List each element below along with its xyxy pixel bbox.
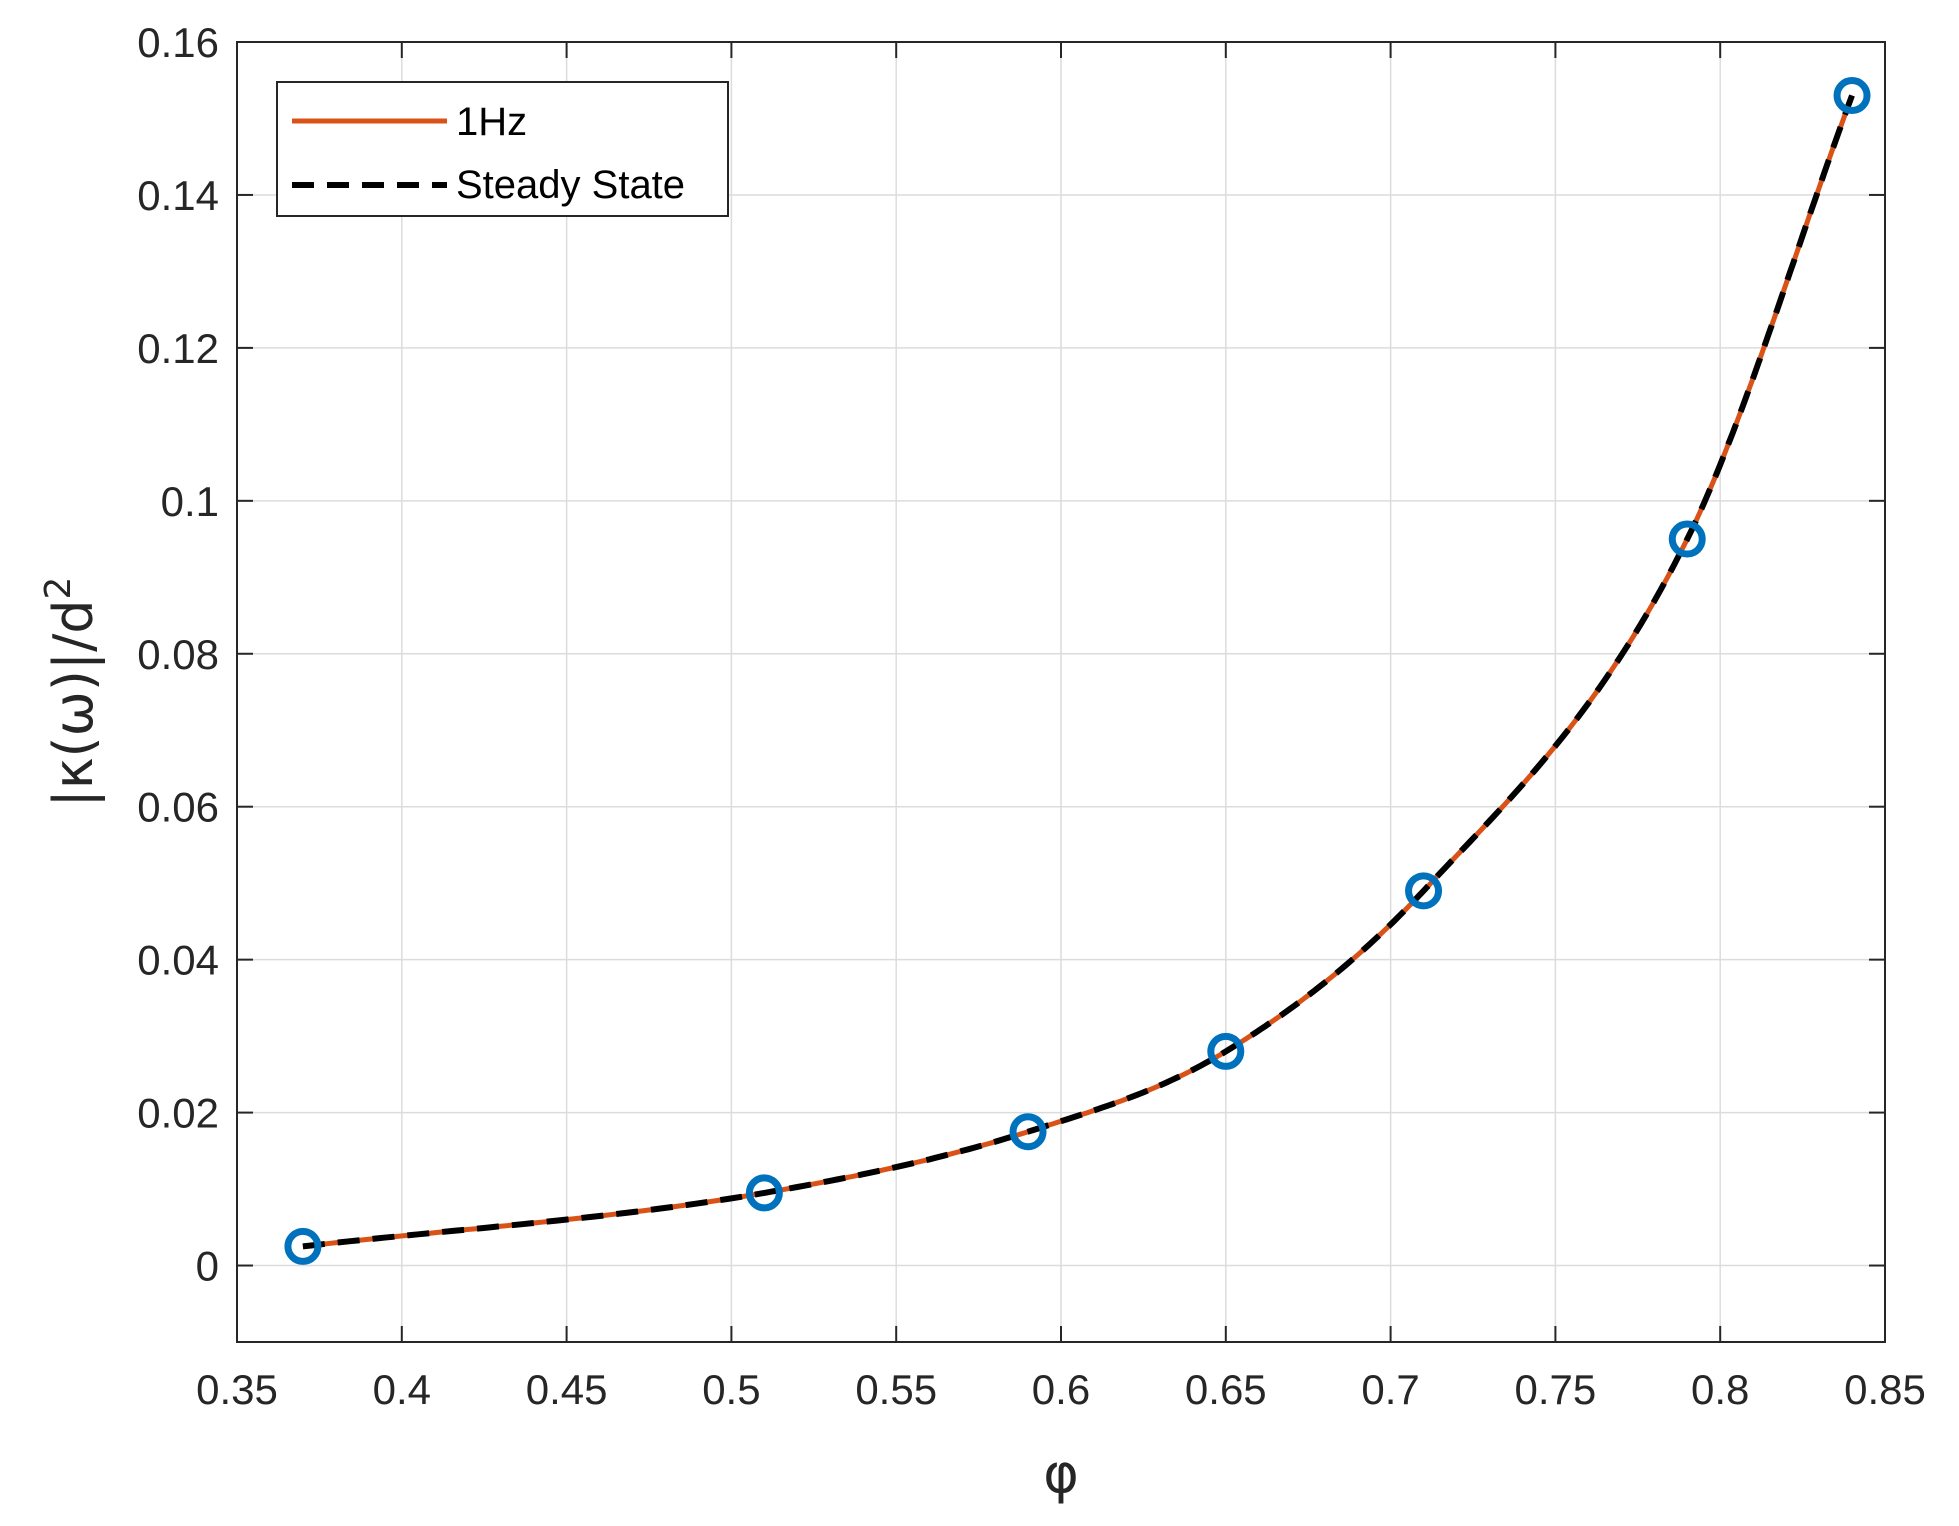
y-tick-label: 0.06 <box>137 784 219 831</box>
data-point-marker <box>284 1227 322 1265</box>
series-line-steady-state <box>302 94 1855 1250</box>
data-point-marker <box>1009 1113 1047 1151</box>
x-tick-label: 0.35 <box>196 1366 278 1413</box>
x-tick-label: 0.85 <box>1844 1366 1926 1413</box>
x-axis-label: φ <box>1043 1442 1079 1505</box>
y-axis-label-superscript: 2 <box>38 577 79 600</box>
data-point-marker <box>1405 872 1443 910</box>
data-point-marker <box>1668 520 1706 558</box>
data-point-marker <box>1833 77 1871 115</box>
x-tick-label: 0.5 <box>702 1366 760 1413</box>
series-layer <box>284 77 1871 1265</box>
y-tick-label: 0.16 <box>137 19 219 66</box>
legend-label-1hz: 1Hz <box>456 100 527 144</box>
data-point-marker <box>1207 1032 1245 1070</box>
y-axis-label: |κ(ω)|/d2 <box>38 577 105 808</box>
x-tick-label: 0.45 <box>526 1366 608 1413</box>
y-tick-label: 0.1 <box>161 478 219 525</box>
x-tick-label: 0.4 <box>373 1366 431 1413</box>
y-tick-label: 0.12 <box>137 325 219 372</box>
tick-labels: 0.35 0.4 0.45 0.5 0.55 0.6 0.65 0.7 0.75 0.8 0.85 0… <box>137 19 1926 1413</box>
x-tick-label: 0.8 <box>1691 1366 1749 1413</box>
x-tick-label: 0.55 <box>855 1366 937 1413</box>
x-tick-label: 0.65 <box>1185 1366 1267 1413</box>
legend-box <box>276 81 729 217</box>
legend-label-steady-state: Steady State <box>456 163 685 207</box>
y-axis-label-main: |κ(ω)|/d <box>42 599 105 807</box>
y-tick-label: 0.08 <box>137 631 219 678</box>
y-tick-label: 0.04 <box>137 937 219 984</box>
y-tick-label: 0.02 <box>137 1090 219 1137</box>
x-tick-label: 0.6 <box>1032 1366 1090 1413</box>
legend: 1Hz Steady State <box>276 81 729 217</box>
ticks <box>236 41 1886 1342</box>
y-tick-label: 0 <box>196 1243 219 1290</box>
x-tick-label: 0.75 <box>1515 1366 1597 1413</box>
data-point-marker <box>745 1174 783 1212</box>
x-tick-label: 0.7 <box>1361 1366 1419 1413</box>
y-tick-label: 0.14 <box>137 172 219 219</box>
